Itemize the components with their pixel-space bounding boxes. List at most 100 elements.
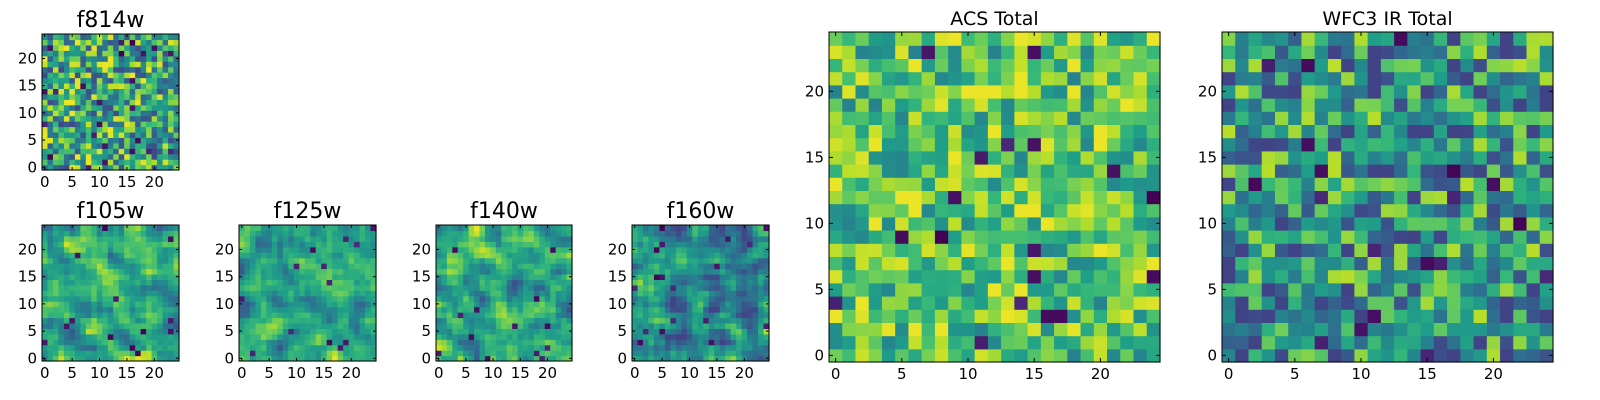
heatmap-cell	[168, 333, 175, 340]
heatmap-cell	[441, 235, 448, 242]
heatmap-cell	[490, 284, 497, 291]
heatmap-cell	[1040, 322, 1055, 337]
heatmap-cell	[1341, 71, 1355, 86]
heatmap-cell	[934, 124, 949, 139]
heatmap-cell	[436, 301, 443, 308]
heatmap-cell	[304, 235, 311, 242]
heatmap-cell	[157, 93, 164, 100]
heatmap-cell	[255, 322, 262, 329]
heatmap-cell	[129, 279, 136, 286]
heatmap-cell	[1473, 98, 1488, 112]
heatmap-cell	[763, 257, 770, 264]
heatmap-cell	[69, 34, 76, 41]
heatmap-cell	[58, 273, 65, 280]
heatmap-cell	[304, 350, 311, 357]
heatmap-cell	[354, 279, 361, 286]
heatmap-cell	[135, 72, 142, 79]
heatmap-cell	[96, 317, 103, 324]
heatmap-cell	[681, 284, 688, 291]
heatmap-cell	[42, 230, 49, 237]
heatmap-cell	[1133, 111, 1148, 125]
heatmap-cell	[528, 355, 535, 362]
heatmap-cell	[479, 350, 486, 357]
heatmap-cell	[1067, 309, 1082, 323]
heatmap-cell	[1394, 269, 1408, 284]
heatmap-cell	[539, 301, 546, 308]
heatmap-cell	[730, 246, 737, 253]
heatmap-cell	[299, 355, 306, 362]
heatmap-cell	[107, 104, 114, 111]
heatmap-cell	[129, 99, 136, 106]
heatmap-cell	[895, 111, 910, 125]
heatmap-cell	[52, 50, 60, 57]
heatmap-cell	[659, 225, 666, 232]
heatmap-cell	[708, 257, 715, 264]
heatmap-cell	[921, 150, 936, 165]
heatmap-cell	[446, 306, 453, 313]
heatmap-cell	[1146, 32, 1161, 46]
heatmap-cell	[239, 344, 246, 351]
heatmap-cell	[1513, 348, 1528, 363]
heatmap-cell	[107, 246, 114, 253]
heatmap-cell	[1093, 98, 1108, 112]
heatmap-cell	[829, 296, 843, 310]
heatmap-cell	[244, 273, 251, 280]
heatmap-cell	[987, 71, 1002, 86]
heatmap-cell	[648, 284, 655, 291]
heatmap-cell	[842, 58, 857, 73]
heatmap-cell	[1001, 58, 1015, 73]
heatmap-cell	[1146, 256, 1161, 271]
heatmap-cell	[1235, 32, 1250, 46]
heatmap-cell	[1235, 243, 1250, 257]
heatmap-cell	[1367, 296, 1382, 310]
heatmap-cell	[675, 312, 682, 319]
heatmap-cell	[260, 350, 267, 357]
heatmap-cell	[47, 317, 54, 324]
heatmap-cell	[249, 263, 257, 270]
heatmap-cell	[675, 268, 682, 275]
x-tick-label: 0	[434, 364, 444, 382]
heatmap-cell	[113, 225, 120, 232]
heatmap-cell	[85, 77, 92, 84]
heatmap-cell	[934, 45, 949, 59]
heatmap-cell	[80, 82, 87, 89]
heatmap-cell	[1354, 216, 1369, 231]
heatmap-cell	[495, 295, 502, 302]
heatmap-cell	[140, 164, 147, 171]
heatmap-cell	[1014, 203, 1029, 218]
heatmap-cell	[47, 159, 54, 166]
heatmap-cell	[1301, 203, 1316, 218]
heatmap-cell	[1248, 137, 1263, 152]
heatmap-cell	[934, 84, 949, 99]
x-tick-label: 10	[90, 364, 109, 382]
heatmap-cell	[124, 284, 131, 291]
heatmap-cell	[135, 77, 142, 84]
heatmap-cell	[102, 153, 109, 160]
heatmap-cell	[441, 268, 448, 275]
heatmap-cell	[829, 282, 843, 297]
heatmap-cell	[642, 273, 650, 280]
heatmap-cell	[1341, 84, 1355, 99]
heatmap-cell	[332, 290, 339, 297]
heatmap-cell	[140, 126, 147, 133]
y-tick-label: 5	[27, 131, 37, 149]
heatmap-cell	[763, 312, 770, 319]
heatmap-cell	[151, 131, 158, 138]
heatmap-cell	[326, 301, 333, 308]
heatmap-cell	[566, 279, 573, 286]
heatmap-cell	[1054, 45, 1068, 59]
heatmap-cell	[842, 216, 857, 231]
heatmap-cell	[1093, 216, 1108, 231]
heatmap-cell	[692, 317, 699, 324]
heatmap-cell	[69, 268, 76, 275]
heatmap-cell	[85, 279, 92, 286]
heatmap-cell	[1500, 335, 1514, 350]
heatmap-cell	[255, 268, 262, 275]
heatmap-cell	[277, 273, 284, 280]
heatmap-cell	[479, 279, 486, 286]
heatmap-cell	[855, 137, 870, 152]
heatmap-cell	[1486, 269, 1501, 284]
heatmap-cell	[288, 284, 295, 291]
heatmap-cell	[1120, 296, 1135, 310]
heatmap-cell	[1341, 45, 1355, 59]
